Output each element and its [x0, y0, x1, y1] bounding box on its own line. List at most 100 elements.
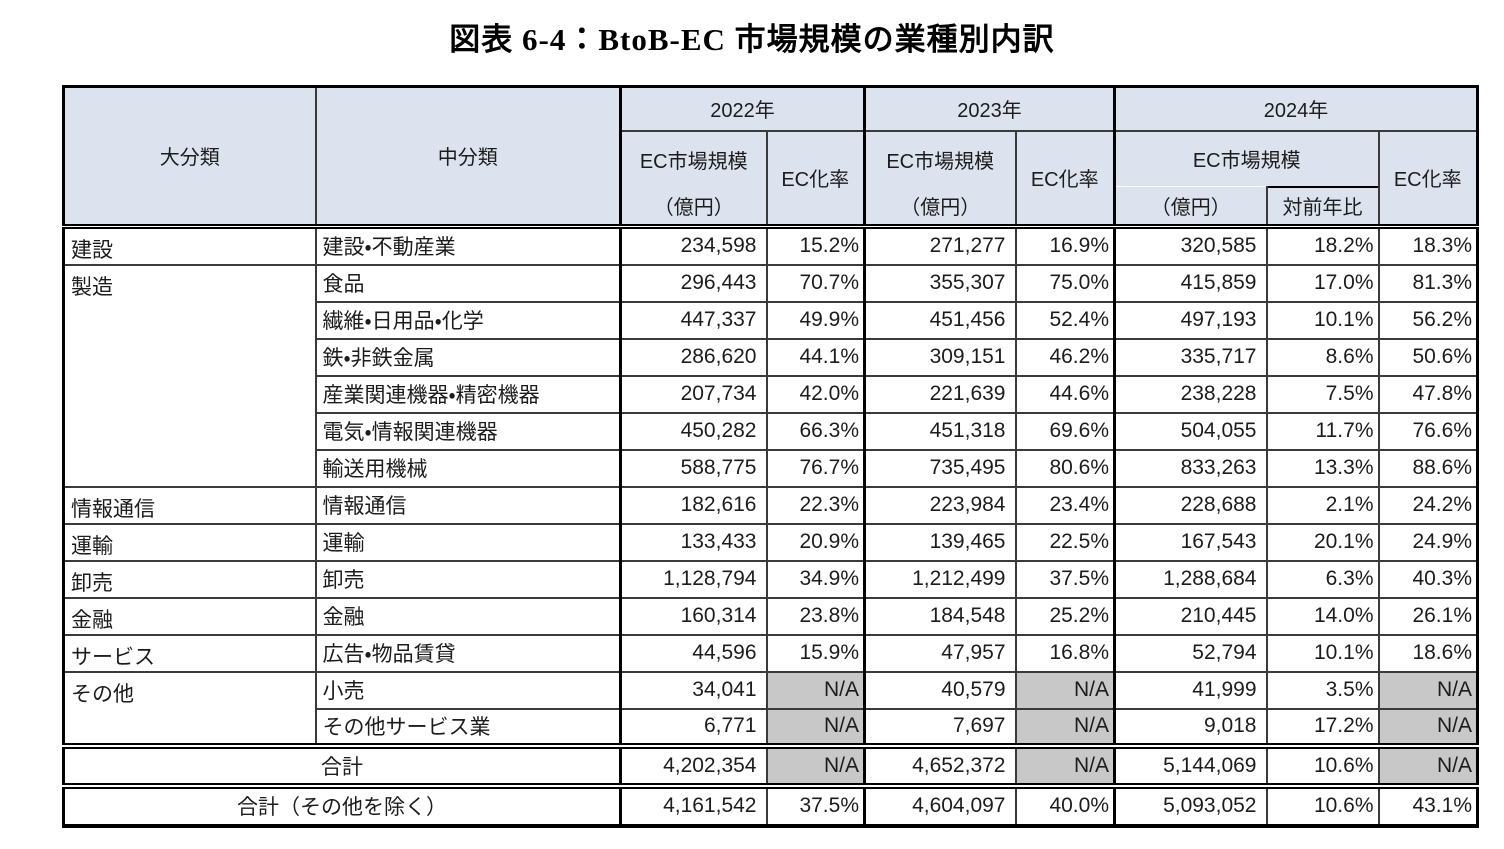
cell-value: 50.6% — [1377, 337, 1479, 377]
cell-value: 37.5% — [765, 782, 866, 827]
cell-value: N/A — [1377, 670, 1479, 710]
cell-middle-category: 小売 — [314, 670, 622, 710]
header-ec-rate-2022: EC化率 — [765, 129, 866, 227]
cell-value: 3.5% — [1265, 670, 1380, 710]
cell-value: 234,598 — [619, 223, 768, 266]
cell-value: 43.1% — [1377, 782, 1479, 827]
table-row-total: 合計 4,202,354 N/A 4,652,372 N/A 5,144,069… — [62, 742, 1479, 787]
cell-value: 6,771 — [619, 707, 768, 747]
cell-value: 76.6% — [1377, 411, 1479, 451]
cell-value: 7.5% — [1265, 374, 1380, 414]
table-row-construction: 建設 建設・不動産業 234,598 15.2% 271,277 16.9% 3… — [62, 223, 1479, 266]
cell-middle-category: その他サービス業 — [314, 707, 622, 747]
cell-value: 49.9% — [765, 300, 866, 340]
cell-value: 75.0% — [1014, 263, 1116, 303]
cell-middle-category: 情報通信 — [314, 485, 622, 525]
cell-value: 23.8% — [765, 596, 866, 636]
cell-value: 415,859 — [1113, 263, 1268, 303]
cell-middle-category: 輸送用機械 — [314, 448, 622, 488]
cell-value: 56.2% — [1377, 300, 1479, 340]
cell-value: N/A — [765, 670, 866, 710]
table-row-food: 製造 食品 296,443 70.7% 355,307 75.0% 415,85… — [62, 263, 1479, 488]
cell-value: 26.1% — [1377, 596, 1479, 636]
cell-value: 497,193 — [1113, 300, 1268, 340]
cell-major-category: 卸売 — [62, 559, 317, 599]
cell-value: 1,288,684 — [1113, 559, 1268, 599]
cell-value: 34.9% — [765, 559, 866, 599]
header-year-2023: 2023年 — [863, 85, 1116, 132]
cell-value: 15.2% — [765, 223, 866, 266]
header-year-2022: 2022年 — [619, 85, 866, 132]
cell-value: 309,151 — [863, 337, 1017, 377]
cell-value: 40.3% — [1377, 559, 1479, 599]
cell-value: 52.4% — [1014, 300, 1116, 340]
cell-value: 238,228 — [1113, 374, 1268, 414]
cell-middle-category: 広告・物品賃貸 — [314, 633, 622, 673]
cell-value: 44.6% — [1014, 374, 1116, 414]
cell-value: 182,616 — [619, 485, 768, 525]
cell-middle-category: 繊維・日用品・化学 — [314, 300, 622, 340]
header-row-measures: EC市場規模 （億円） EC化率 EC市場規模 （億円） EC化率 EC市場規模… — [64, 129, 1479, 227]
cell-value: N/A — [1014, 742, 1116, 787]
cell-value: 24.9% — [1377, 522, 1479, 562]
cell-major-category: その他 — [62, 670, 317, 747]
cell-value: 286,620 — [619, 337, 768, 377]
cell-value: 13.3% — [1265, 448, 1380, 488]
header-ec-market-label: EC市場規模 — [639, 150, 748, 173]
cell-value: 1,212,499 — [863, 559, 1017, 599]
cell-value: 735,495 — [863, 448, 1017, 488]
cell-value: 8.6% — [1265, 337, 1380, 377]
cell-value: 20.9% — [765, 522, 866, 562]
table-row-textile: 繊維・日用品・化学 447,337 49.9% 451,456 52.4% 49… — [64, 300, 1479, 340]
table-row-industrial-machinery: 産業関連機器・精密機器 207,734 42.0% 221,639 44.6% … — [64, 374, 1479, 414]
header-ec-market-2022: EC市場規模 （億円） — [619, 129, 768, 227]
cell-value: 4,161,542 — [619, 782, 768, 827]
cell-value: 160,314 — [619, 596, 768, 636]
cell-value: 9,018 — [1113, 707, 1268, 747]
cell-value: 47,957 — [863, 633, 1017, 673]
cell-value: 5,093,052 — [1113, 782, 1268, 827]
cell-value: 221,639 — [863, 374, 1017, 414]
cell-value: 18.3% — [1377, 223, 1479, 266]
cell-value: 4,202,354 — [619, 742, 768, 787]
cell-value: 10.1% — [1265, 633, 1380, 673]
cell-value: 223,984 — [863, 485, 1017, 525]
header-yoy-2024: 対前年比 — [1265, 186, 1380, 227]
table-row-transport: 運輸 運輸 133,433 20.9% 139,465 22.5% 167,54… — [62, 522, 1479, 562]
header-ec-market-label: EC市場規模 — [886, 150, 995, 173]
header-row-years: 大分類 中分類 2022年 2023年 2024年 — [62, 85, 1479, 227]
cell-middle-category: 食品 — [314, 263, 622, 303]
header-ec-rate-2023: EC化率 — [1014, 129, 1116, 227]
cell-value: 70.7% — [765, 263, 866, 303]
cell-value: 271,277 — [863, 223, 1017, 266]
header-ec-rate-2024: EC化率 — [1377, 129, 1479, 227]
cell-value: 80.6% — [1014, 448, 1116, 488]
header-ec-market-2023: EC市場規模 （億円） — [863, 129, 1017, 227]
cell-value: 1,128,794 — [619, 559, 768, 599]
page-title: 図表 6-4：BtoB-EC 市場規模の業種別内訳 — [449, 22, 1055, 57]
table-row-retail: その他 小売 34,041 N/A 40,579 N/A 41,999 3.5%… — [62, 670, 1479, 747]
table-row-other-services: その他サービス業 6,771 N/A 7,697 N/A 9,018 17.2%… — [64, 707, 1479, 747]
cell-major-category: 情報通信 — [62, 485, 317, 525]
cell-value: 25.2% — [1014, 596, 1116, 636]
table-row-metal: 鉄・非鉄金属 286,620 44.1% 309,151 46.2% 335,7… — [64, 337, 1479, 377]
cell-value: 167,543 — [1113, 522, 1268, 562]
cell-value: 20.1% — [1265, 522, 1380, 562]
cell-value: 11.7% — [1265, 411, 1380, 451]
cell-value: 37.5% — [1014, 559, 1116, 599]
cell-middle-category: 産業関連機器・精密機器 — [314, 374, 622, 414]
cell-value: 18.6% — [1377, 633, 1479, 673]
table-row-transport-machinery: 輸送用機械 588,775 76.7% 735,495 80.6% 833,26… — [64, 448, 1479, 488]
cell-value: 41,999 — [1113, 670, 1268, 710]
header-ec-market-unit: （億円） — [900, 196, 981, 219]
header-ec-market-2024: EC市場規模 — [1113, 129, 1380, 188]
table-row-it: 情報通信 情報通信 182,616 22.3% 223,984 23.4% 22… — [62, 485, 1479, 525]
cell-value: 228,688 — [1113, 485, 1268, 525]
table-row-finance: 金融 金融 160,314 23.8% 184,548 25.2% 210,44… — [62, 596, 1479, 636]
cell-value: 44.1% — [765, 337, 866, 377]
cell-value: 16.8% — [1014, 633, 1116, 673]
cell-value: 451,318 — [863, 411, 1017, 451]
cell-value: 22.3% — [765, 485, 866, 525]
cell-value: 10.6% — [1265, 782, 1380, 827]
cell-value: 10.6% — [1265, 742, 1380, 787]
